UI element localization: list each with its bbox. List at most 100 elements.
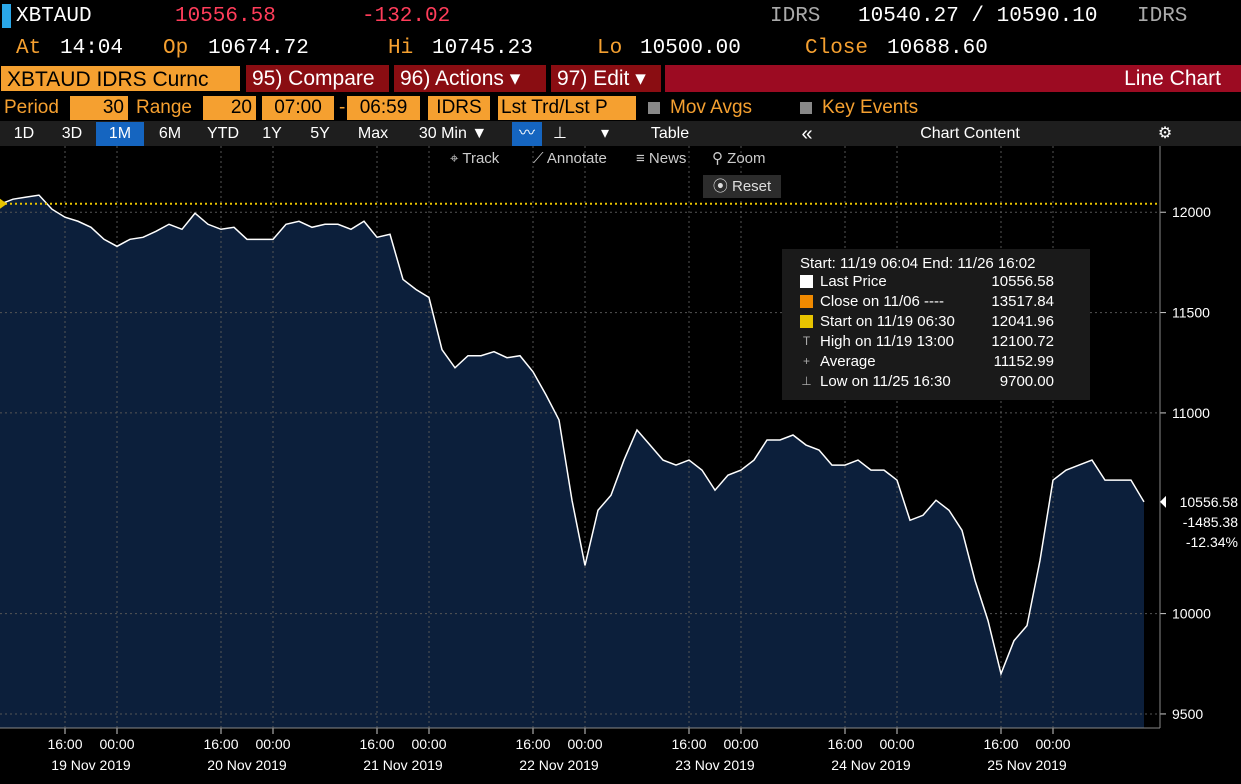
- x-group-label: 22 Nov 2019: [519, 757, 599, 773]
- legend-value: 11152.99: [993, 353, 1054, 370]
- legend-title: Start: 11/19 06:04 End: 11/26 16:02: [800, 255, 1036, 272]
- chart-name: Line Chart: [665, 65, 1241, 92]
- legend-swatch: [800, 315, 813, 328]
- legend-row: Start on 11/19 06:30 12041.96: [800, 312, 1090, 332]
- range-button[interactable]: 6M: [158, 125, 182, 142]
- track-label: Track: [462, 150, 500, 167]
- range-field[interactable]: 20: [203, 96, 256, 120]
- last-tag-text: -1485.38: [1183, 514, 1238, 530]
- legend-label: Start on 11/19 06:30: [820, 313, 955, 330]
- x-tick-label: 16:00: [671, 736, 706, 752]
- key-events[interactable]: Key Events: [822, 97, 919, 118]
- news-tool[interactable]: ≡ News: [636, 150, 687, 167]
- legend-label: Last Price: [820, 273, 887, 290]
- x-tick-label: 16:00: [827, 736, 862, 752]
- low: 10500.00: [640, 37, 741, 60]
- zoom-label: Zoom: [727, 150, 766, 167]
- start-marker: [0, 198, 7, 209]
- start-time-field[interactable]: 07:00: [262, 96, 334, 120]
- legend-swatch: +: [802, 354, 810, 368]
- x-tick-label: 00:00: [411, 736, 446, 752]
- range-button[interactable]: 5Y: [310, 125, 330, 142]
- y-tick-label: 9500: [1172, 706, 1203, 722]
- high: 10745.23: [432, 37, 533, 60]
- x-tick-label: 00:00: [567, 736, 602, 752]
- x-tick-label: 16:00: [359, 736, 394, 752]
- range-button[interactable]: 1Y: [262, 125, 282, 142]
- range-button[interactable]: 1M: [96, 122, 144, 146]
- chart: 9500 10000 11000 11500 12000 16:00 00:00 16:00 0…: [0, 146, 1240, 773]
- x-tick-label: 00:00: [723, 736, 758, 752]
- range-button[interactable]: YTD: [207, 125, 239, 142]
- line-icon[interactable]: 〰: [512, 122, 542, 146]
- interval[interactable]: 30 Min ▼: [418, 125, 488, 142]
- range-button[interactable]: 3D: [61, 125, 83, 142]
- x-tick-label: 16:00: [515, 736, 550, 752]
- x-tick-label: 00:00: [1035, 736, 1070, 752]
- range-button[interactable]: 1D: [13, 125, 35, 142]
- reset-button[interactable]: ⦿ Reset: [703, 175, 781, 198]
- mov-avgs[interactable]: Mov Avgs: [670, 97, 753, 118]
- table-button[interactable]: Table: [650, 125, 690, 142]
- at-time: 14:04: [60, 37, 124, 60]
- checkbox[interactable]: [648, 102, 660, 114]
- legend-row: T High on 11/19 13:00 12100.72: [800, 332, 1090, 352]
- high-label: Hi: [388, 37, 414, 60]
- dash: -: [339, 97, 346, 118]
- price-type-field[interactable]: Lst Trd/Lst P: [498, 96, 636, 120]
- x-tick-label: 16:00: [983, 736, 1018, 752]
- bid-ask: 10540.27 / 10590.10: [858, 5, 1098, 28]
- range-label: Range: [136, 97, 192, 118]
- low-label: Lo: [597, 37, 623, 60]
- x-group-label: 20 Nov 2019: [207, 757, 287, 773]
- x-group-label: 25 Nov 2019: [987, 757, 1067, 773]
- x-tick-label: 00:00: [255, 736, 290, 752]
- security-field[interactable]: XBTAUD IDRS Curnc: [0, 65, 241, 92]
- legend-value: 9700.00: [999, 373, 1054, 390]
- bar-icon[interactable]: ⊥: [553, 125, 567, 142]
- legend-row: Close on 11/06 ---- 13517.84: [800, 292, 1090, 312]
- x-group-label: 23 Nov 2019: [675, 757, 755, 773]
- chart-content[interactable]: Chart Content: [920, 125, 1020, 142]
- legend-swatch: [800, 295, 813, 308]
- period-field[interactable]: 30: [70, 96, 128, 120]
- period-label: Period: [4, 97, 59, 118]
- source-field[interactable]: IDRS: [428, 96, 490, 120]
- legend-swatch: ⊥: [801, 374, 812, 388]
- annotate-label: Annotate: [546, 150, 607, 167]
- legend-label: High on 11/19 13:00: [820, 333, 954, 350]
- x-tick-label: 16:00: [203, 736, 238, 752]
- track-tool[interactable]: ⌖ Track: [450, 150, 500, 167]
- source: IDRS: [1137, 5, 1188, 28]
- open: 10674.72: [208, 37, 309, 60]
- y-tick-label: 10000: [1172, 606, 1211, 622]
- edit-button[interactable]: 97) Edit ▾: [551, 65, 661, 92]
- last-tag-text: -12.34%: [1186, 534, 1238, 550]
- annotate-tool[interactable]: ⟋ Annotate: [533, 150, 607, 167]
- net-change: -132.02: [362, 5, 451, 28]
- dropdown[interactable]: ▾: [600, 125, 610, 142]
- price-line: [0, 194, 1145, 677]
- ticker-marker: [2, 4, 11, 28]
- legend-row: + Average 11152.99: [800, 352, 1090, 372]
- last-price: 10556.58: [175, 5, 276, 28]
- end-time-field[interactable]: 06:59: [347, 96, 420, 120]
- last-tag-pointer: [1160, 495, 1166, 508]
- settings-icon[interactable]: ⚙: [1157, 125, 1173, 142]
- checkbox[interactable]: [800, 102, 812, 114]
- x-group-label: 24 Nov 2019: [831, 757, 911, 773]
- zoom-tool[interactable]: ⚲ Zoom: [712, 150, 766, 167]
- collapse[interactable]: «: [801, 123, 813, 145]
- legend-label: Close on 11/06 ----: [820, 293, 944, 310]
- actions-button[interactable]: 96) Actions ▾: [394, 65, 546, 92]
- range-bar: [0, 121, 1241, 146]
- x-tick-label: 00:00: [879, 736, 914, 752]
- legend-swatch: T: [802, 334, 811, 348]
- open-label: Op: [163, 37, 189, 60]
- compare-button[interactable]: 95) Compare: [246, 65, 389, 92]
- range-button[interactable]: Max: [357, 125, 389, 142]
- last-tag-box: [1162, 490, 1240, 551]
- reset-label: Reset: [731, 178, 772, 195]
- legend: Start: 11/19 06:04 End: 11/26 16:02 Last…: [782, 249, 1090, 400]
